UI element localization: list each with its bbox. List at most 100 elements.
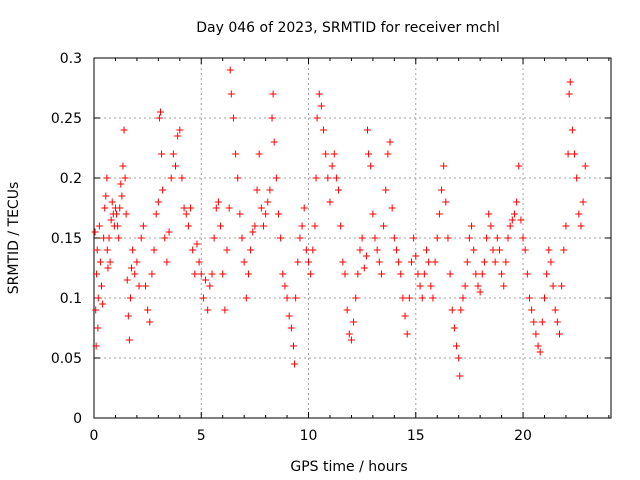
data-point [335,186,343,194]
data-point [547,258,555,266]
data-point [350,318,358,326]
data-point [521,246,529,254]
data-point [279,270,287,278]
data-point [274,210,282,218]
data-point [155,114,163,122]
y-axis-label: SRMTID / TECUs [6,182,22,295]
data-point [551,306,559,314]
y-tick-label: 0.15 [51,231,82,247]
data-point [410,234,418,242]
data-point [312,174,320,182]
data-point [343,306,351,314]
plot-frame [93,57,612,419]
data-point [397,270,405,278]
data-point [566,78,574,86]
data-point [259,222,267,230]
data-point [341,270,349,278]
data-point [236,210,244,218]
data-point [139,222,147,230]
data-point [519,234,527,242]
data-point [510,210,518,218]
data-point [528,306,536,314]
data-point [264,198,272,206]
data-point [565,90,573,98]
data-point [103,174,111,182]
data-point [106,258,114,266]
data-point [119,162,127,170]
data-point [558,282,566,290]
axes-layer [93,57,612,419]
data-point [116,204,124,212]
data-point [158,150,166,158]
data-point [115,234,123,242]
data-point [122,210,130,218]
data-point [326,198,334,206]
data-point [403,330,411,338]
data-point [269,90,277,98]
data-point [414,270,422,278]
data-point [386,138,394,146]
data-point [99,300,107,308]
x-tick-label: 10 [300,428,318,444]
data-point [444,234,452,242]
data-point [564,150,572,158]
data-point [365,150,373,158]
data-point [375,258,383,266]
data-point [210,234,218,242]
data-point [461,282,469,290]
data-point [169,150,177,158]
data-point [135,282,143,290]
data-point [108,198,116,206]
data-point [98,282,106,290]
data-point [560,246,568,254]
data-point [121,174,129,182]
data-point [195,258,203,266]
data-point [506,222,514,230]
data-point [429,294,437,302]
data-point [129,246,137,254]
data-point [474,282,482,290]
data-point [292,294,300,302]
data-point [433,234,441,242]
data-point [307,270,315,278]
data-point [141,282,149,290]
data-point [540,294,548,302]
data-point [163,258,171,266]
data-point [238,234,246,242]
data-point [575,210,583,218]
data-point [103,246,111,254]
y-tick-label: 0.1 [60,291,82,307]
data-point [219,270,227,278]
data-point [180,204,188,212]
data-point [489,246,497,254]
data-point [515,162,523,170]
data-point [556,330,564,338]
data-point [472,270,480,278]
data-point [152,210,160,218]
data-point [498,270,506,278]
data-point [95,222,103,230]
data-point [251,222,259,230]
data-point [287,324,295,332]
data-point [227,90,235,98]
data-point [296,234,304,242]
data-point [536,348,544,356]
data-point [137,234,145,242]
data-point [92,306,100,314]
data-point [425,258,433,266]
data-point [431,258,439,266]
y-tick-label: 0.2 [60,171,82,187]
data-point [290,342,298,350]
data-point [440,162,448,170]
data-point [313,114,321,122]
data-point [294,258,302,266]
data-point [332,174,340,182]
data-point [131,270,139,278]
y-tick-label: 0 [73,411,82,427]
data-point [126,294,134,302]
data-point [268,114,276,122]
data-point [125,336,133,344]
data-point [96,258,104,266]
ticks-layer: 0 5 10 15 20 0 0.05 0.1 0.15 0.2 0.25 0.3 [51,51,611,444]
data-point [435,210,443,218]
